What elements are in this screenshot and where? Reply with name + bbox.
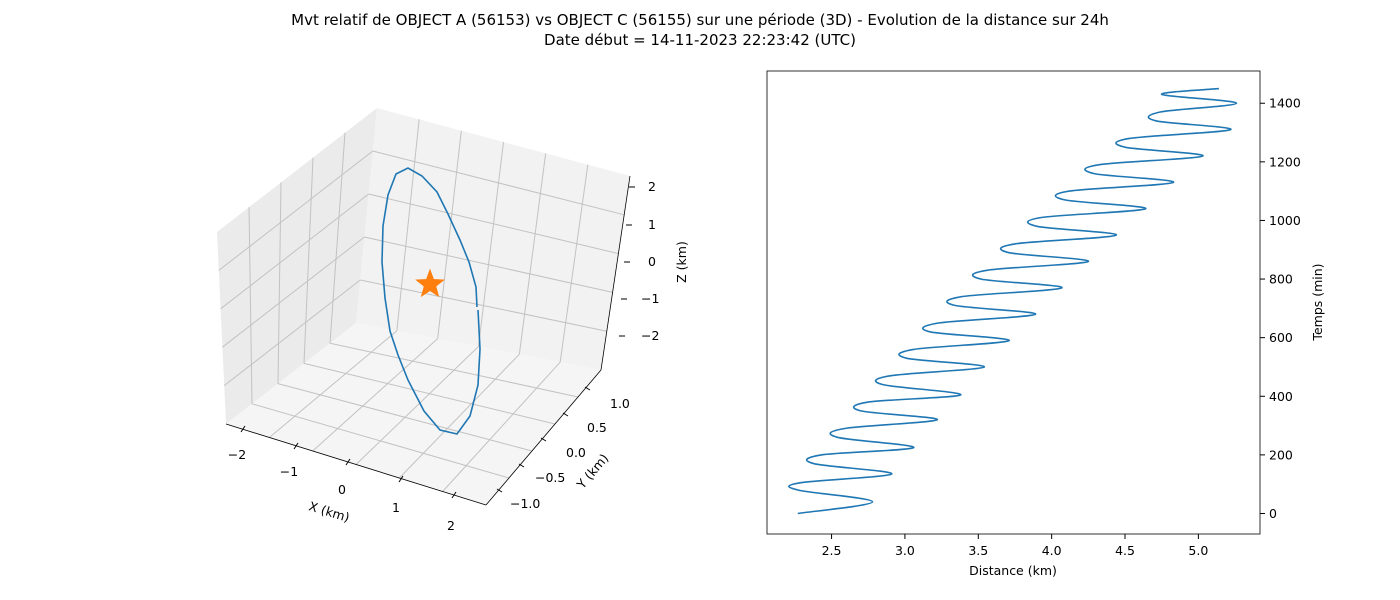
distance-tick-label: 3.0 — [895, 543, 915, 558]
floor-pane-gridline — [269, 330, 398, 438]
floor-pane-gridline — [442, 361, 561, 492]
trajectory-3d-plot: −2 −1 0 1 2 −1.0 −0.5 0.0 0.5 1.0 2 1 0 … — [217, 108, 689, 533]
time-axis-label: Temps (min) — [1310, 263, 1325, 341]
x-tick-label: 2 — [447, 518, 455, 533]
distance-tick-label: 2.5 — [822, 543, 842, 558]
trajectory-line — [381, 167, 481, 435]
z-axis-label: Z (km) — [674, 241, 689, 283]
x-ticks — [240, 425, 457, 499]
figure-title-line2: Date début = 14-11-2023 22:23:42 (UTC) — [544, 31, 856, 49]
back-pane — [356, 108, 630, 370]
time-ticks: 0 200 400 600 800 1000 1200 1400 — [1260, 96, 1301, 521]
y-tick-label: 1.0 — [610, 396, 630, 411]
z-tick-label: −2 — [641, 328, 659, 343]
time-tick-label: 1000 — [1269, 213, 1301, 228]
distance-tick-label: 5.0 — [1188, 543, 1208, 558]
z-tick-label: 0 — [648, 254, 656, 269]
floor-pane-gridline — [398, 353, 520, 479]
left-pane-gridline — [220, 193, 369, 310]
x-tick-label: −1 — [280, 464, 298, 479]
z-axis-line — [600, 175, 631, 371]
z-tick-label: 2 — [648, 179, 656, 194]
distance-tick-label: 4.5 — [1115, 543, 1135, 558]
back-pane-gridline — [360, 279, 607, 332]
x-tick-label: 0 — [338, 482, 346, 497]
back-pane-gridline — [478, 141, 504, 347]
distance-series-line — [788, 87, 1238, 515]
y-tick-label: 0.5 — [587, 420, 607, 435]
floor-pane-gridline — [355, 346, 479, 465]
time-tick-label: 600 — [1269, 330, 1293, 345]
back-pane-gridline — [396, 119, 420, 331]
back-pane-gridline — [518, 153, 547, 355]
back-pane-gridline — [364, 236, 613, 293]
distance-tick-label: 4.0 — [1042, 543, 1062, 558]
z-tick-label: 1 — [648, 217, 656, 232]
left-pane-gridline — [329, 132, 346, 344]
left-pane-gridline — [248, 207, 253, 404]
time-tick-label: 800 — [1269, 272, 1293, 287]
left-pane-gridline — [277, 182, 282, 384]
x-axis-line — [225, 423, 487, 506]
left-pane-gridline — [223, 279, 361, 386]
figure-title-line1: Mvt relatif de OBJECT A (56153) vs OBJEC… — [291, 11, 1109, 29]
z-ticks — [619, 186, 635, 337]
floor-pane — [226, 323, 601, 505]
time-tick-label: 1200 — [1269, 154, 1301, 169]
left-pane-gridline — [222, 236, 365, 348]
y-tick-label: 0.0 — [566, 445, 586, 460]
distance-time-plot: 2.5 3.0 3.5 4.0 4.5 5.0 0 200 400 600 800 1000 1200… — [766, 70, 1325, 578]
x-tick-label: −2 — [228, 447, 246, 462]
origin-star-marker — [415, 268, 445, 298]
y-ticks — [496, 386, 591, 493]
left-pane — [217, 108, 377, 424]
time-tick-label: 0 — [1269, 506, 1277, 521]
distance-axis-label: Distance (km) — [969, 563, 1057, 578]
grid-3d — [218, 119, 625, 492]
back-pane-gridline — [368, 193, 619, 255]
back-pane-gridline — [559, 164, 589, 363]
plot-frame — [766, 70, 1261, 535]
x-tick-label: 1 — [392, 500, 400, 515]
y-tick-label: −1.0 — [510, 496, 540, 511]
left-pane-gridline — [218, 150, 374, 271]
left-pane-gridline — [303, 157, 314, 364]
floor-pane-gridline — [312, 338, 439, 452]
time-tick-label: 1400 — [1269, 96, 1301, 111]
time-tick-label: 200 — [1269, 447, 1293, 462]
y-tick-label: −0.5 — [535, 470, 565, 485]
time-tick-label: 400 — [1269, 389, 1293, 404]
distance-ticks: 2.5 3.0 3.5 4.0 4.5 5.0 — [822, 534, 1208, 558]
distance-tick-label: 3.5 — [968, 543, 988, 558]
y-axis-line — [485, 369, 602, 506]
back-pane-gridline — [437, 130, 462, 339]
back-pane-gridline — [372, 150, 625, 216]
z-tick-label: −1 — [641, 291, 659, 306]
